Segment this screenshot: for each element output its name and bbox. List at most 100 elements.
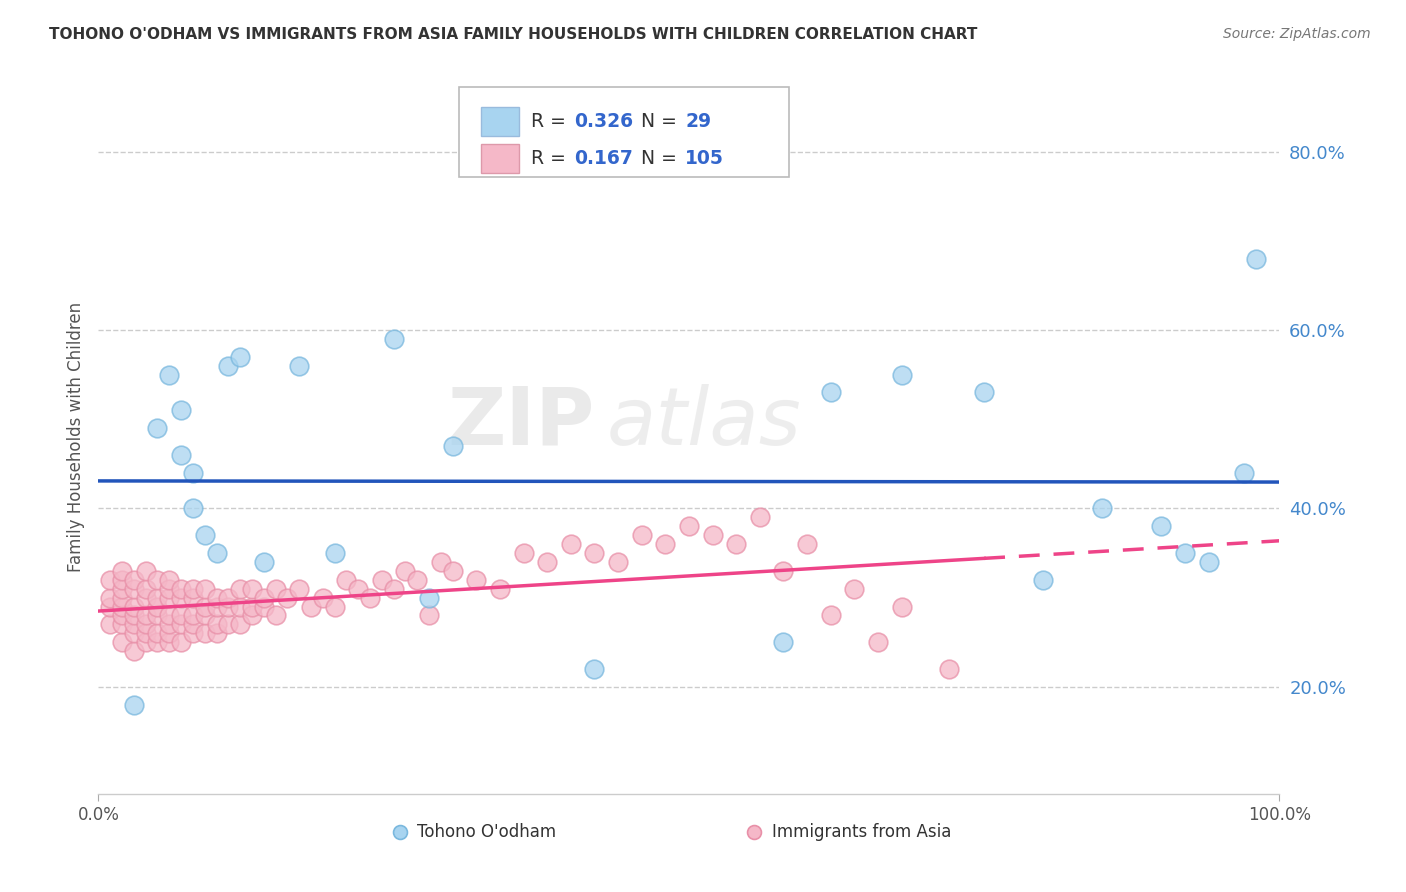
Point: [229, 599, 252, 614]
Point: [1150, 519, 1173, 533]
Point: [418, 608, 440, 623]
Point: [181, 582, 204, 596]
Point: [725, 537, 748, 551]
Text: atlas: atlas: [606, 384, 801, 462]
Point: [240, 608, 263, 623]
Point: [796, 537, 818, 551]
Point: [205, 599, 228, 614]
Point: [630, 528, 652, 542]
Point: [146, 608, 169, 623]
Point: [135, 617, 157, 632]
Point: [135, 608, 157, 623]
Point: [135, 591, 157, 605]
Point: [111, 599, 134, 614]
Point: [181, 466, 204, 480]
Point: [654, 537, 676, 551]
Point: [253, 599, 276, 614]
Point: [181, 608, 204, 623]
Point: [299, 599, 322, 614]
Point: [217, 599, 239, 614]
Point: [890, 368, 912, 382]
Point: [371, 573, 394, 587]
Point: [194, 608, 217, 623]
Point: [264, 608, 287, 623]
Point: [146, 626, 169, 640]
Point: [122, 608, 145, 623]
Text: N =: N =: [641, 112, 682, 131]
Point: [111, 635, 134, 649]
Point: [181, 626, 204, 640]
Point: [170, 635, 193, 649]
Point: [1198, 555, 1220, 569]
Point: [157, 608, 180, 623]
Point: [170, 591, 193, 605]
Point: [772, 635, 794, 649]
Point: [157, 573, 180, 587]
Point: [489, 582, 512, 596]
Point: [382, 582, 405, 596]
Point: [122, 599, 145, 614]
Point: [122, 626, 145, 640]
Point: [194, 582, 217, 596]
Text: 0.167: 0.167: [575, 149, 633, 168]
Text: 105: 105: [685, 149, 724, 168]
Point: [170, 403, 193, 417]
Point: [844, 582, 866, 596]
Point: [536, 555, 558, 569]
Point: [748, 510, 770, 524]
Point: [205, 546, 228, 560]
Point: [702, 528, 724, 542]
Point: [229, 350, 252, 364]
Point: [194, 626, 217, 640]
Point: [465, 573, 488, 587]
Point: [1032, 573, 1054, 587]
Text: TOHONO O'ODHAM VS IMMIGRANTS FROM ASIA FAMILY HOUSEHOLDS WITH CHILDREN CORRELATI: TOHONO O'ODHAM VS IMMIGRANTS FROM ASIA F…: [49, 27, 977, 42]
Point: [111, 564, 134, 578]
Point: [122, 617, 145, 632]
Point: [264, 582, 287, 596]
Text: R =: R =: [530, 112, 572, 131]
Point: [157, 635, 180, 649]
Point: [98, 591, 121, 605]
Point: [194, 599, 217, 614]
Point: [181, 617, 204, 632]
Point: [323, 599, 346, 614]
Text: Source: ZipAtlas.com: Source: ZipAtlas.com: [1223, 27, 1371, 41]
Point: [157, 591, 180, 605]
Text: Tohono O'odham: Tohono O'odham: [418, 822, 557, 840]
Point: [253, 591, 276, 605]
Point: [973, 385, 995, 400]
Point: [394, 564, 416, 578]
Point: [98, 599, 121, 614]
Point: [111, 582, 134, 596]
Point: [229, 617, 252, 632]
Point: [335, 573, 357, 587]
Point: [441, 564, 464, 578]
Point: [217, 359, 239, 373]
Text: Immigrants from Asia: Immigrants from Asia: [772, 822, 950, 840]
Point: [111, 591, 134, 605]
Point: [678, 519, 700, 533]
Point: [146, 421, 169, 435]
Point: [441, 439, 464, 453]
Point: [512, 546, 534, 560]
Point: [170, 617, 193, 632]
Point: [170, 608, 193, 623]
Point: [359, 591, 381, 605]
Point: [1233, 466, 1256, 480]
Point: [170, 582, 193, 596]
Point: [938, 662, 960, 676]
Point: [607, 555, 630, 569]
Point: [111, 608, 134, 623]
Point: [135, 626, 157, 640]
Point: [418, 591, 440, 605]
Point: [205, 591, 228, 605]
Point: [181, 591, 204, 605]
Point: [122, 698, 145, 712]
FancyBboxPatch shape: [481, 107, 519, 136]
Point: [347, 582, 370, 596]
Point: [240, 582, 263, 596]
Point: [157, 368, 180, 382]
Point: [323, 546, 346, 560]
Point: [217, 617, 239, 632]
